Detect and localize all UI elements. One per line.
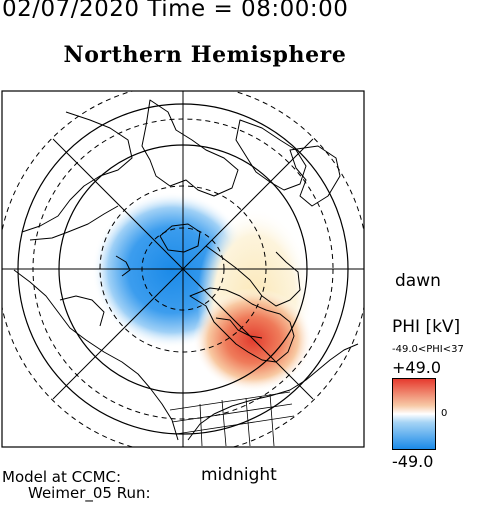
colorbar-min-label: -49.0: [392, 452, 434, 471]
colorbar-mid-label: 0: [441, 408, 448, 419]
colorbar-title: PHI [kV]: [392, 317, 461, 337]
map-frame: [1, 90, 365, 448]
model-label: Model at CCMC:: [2, 468, 122, 486]
positive-potential-cell: [193, 288, 313, 392]
midnight-label: midnight: [201, 465, 277, 485]
date-time-title: 02/07/2020 Time = 08:00:00: [2, 0, 349, 22]
colorbar-range: -49.0<PHI<37: [392, 344, 464, 355]
hemisphere-title: Northern Hemisphere: [63, 42, 347, 68]
colorbar-max-label: +49.0: [392, 358, 442, 377]
meridians: [2, 91, 364, 447]
colorbar: [392, 378, 436, 450]
run-label: Weimer_05 Run:: [28, 484, 151, 502]
dawn-label: dawn: [395, 271, 441, 291]
